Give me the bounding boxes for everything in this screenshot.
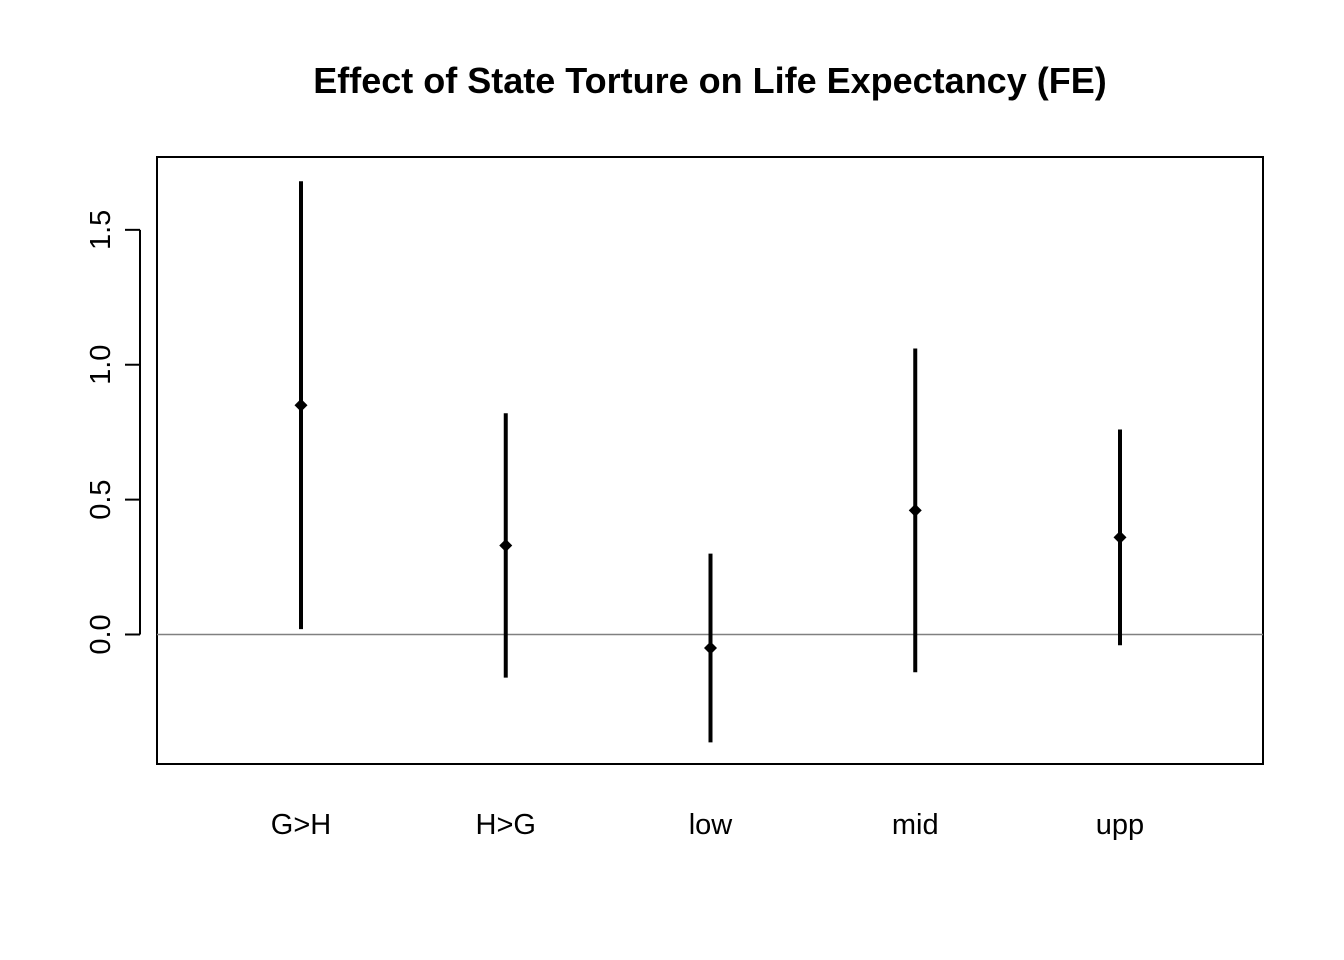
point-estimate bbox=[294, 398, 308, 412]
y-axis: 0.0 0.5 1.0 1.5 bbox=[85, 210, 141, 655]
y-tick-label: 1.0 bbox=[85, 345, 117, 385]
plot-frame bbox=[156, 156, 1264, 765]
point-estimate bbox=[908, 503, 922, 517]
x-tick-label: H>G bbox=[476, 809, 536, 841]
point-estimates bbox=[294, 398, 1127, 655]
y-tick-label: 0.5 bbox=[85, 479, 117, 519]
x-tick-labels: G>H H>G low mid upp bbox=[271, 809, 1144, 841]
y-tick-label: 0.0 bbox=[85, 614, 117, 654]
x-tick-label: G>H bbox=[271, 809, 331, 841]
x-tick-label: upp bbox=[1096, 809, 1144, 841]
point-estimate bbox=[1113, 530, 1127, 544]
x-tick-label: low bbox=[689, 809, 734, 841]
chart-title: Effect of State Torture on Life Expectan… bbox=[313, 60, 1106, 101]
y-tick-label: 1.5 bbox=[85, 210, 117, 250]
point-estimate bbox=[704, 641, 717, 655]
error-bars bbox=[299, 181, 1122, 743]
x-tick-label: mid bbox=[892, 809, 939, 841]
point-estimate bbox=[499, 538, 513, 552]
